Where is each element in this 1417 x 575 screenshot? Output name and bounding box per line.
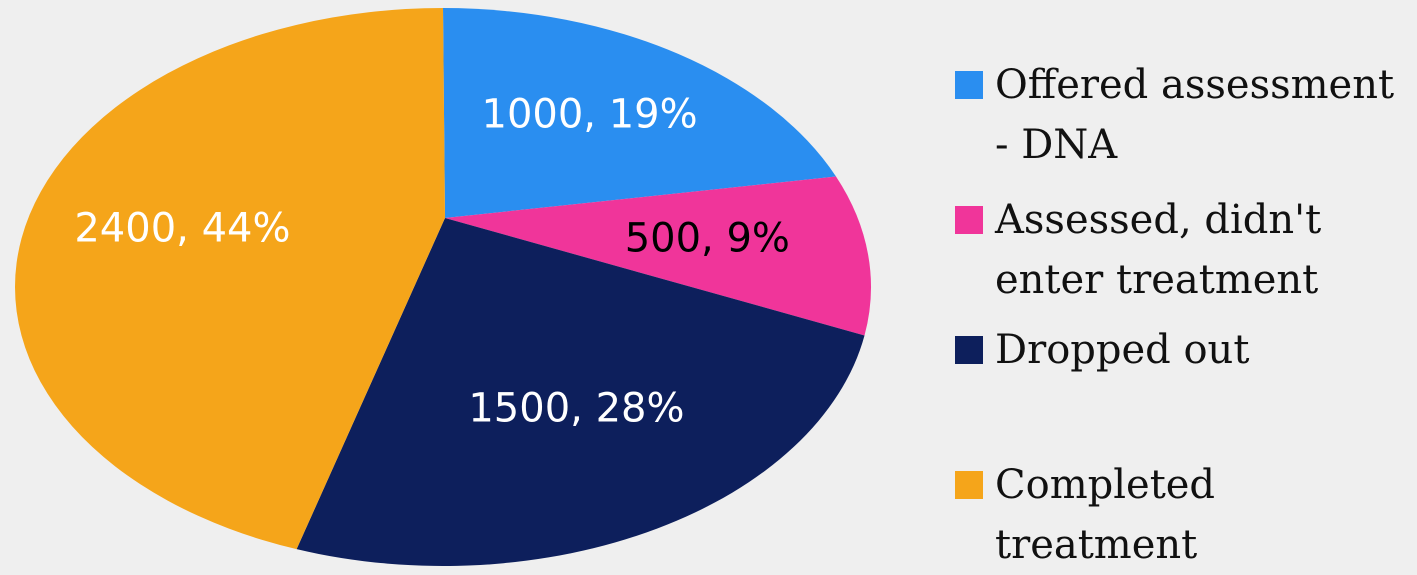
slice-label: 1000, 19% — [482, 91, 698, 137]
slice-label: 2400, 44% — [74, 206, 290, 252]
slice-label: 1500, 28% — [468, 386, 684, 432]
legend-swatch — [955, 71, 983, 99]
legend-item: Assessed, didn't enter treatment — [955, 190, 1415, 310]
legend-label: Offered assessment - DNA — [995, 62, 1395, 168]
pie-slice — [296, 218, 865, 566]
legend-label: Assessed, didn't enter treatment — [995, 197, 1322, 303]
legend-swatch — [955, 471, 983, 499]
pie-slice — [445, 176, 871, 336]
legend-label: Dropped out — [995, 327, 1250, 373]
pie-slice — [443, 8, 836, 218]
chart: 1000, 19% 500, 9% 1500, 28% 2400, 44% — [15, 8, 871, 566]
legend-swatch — [955, 206, 983, 234]
legend-swatch — [955, 336, 983, 364]
legend-item: Offered assessment - DNA — [955, 55, 1415, 175]
legend-item: Dropped out — [955, 320, 1415, 380]
pie-slice — [15, 8, 446, 550]
legend-label: Completed treatment — [995, 462, 1216, 568]
legend-item: Completed treatment — [955, 455, 1415, 575]
slice-label: 500, 9% — [625, 216, 790, 262]
